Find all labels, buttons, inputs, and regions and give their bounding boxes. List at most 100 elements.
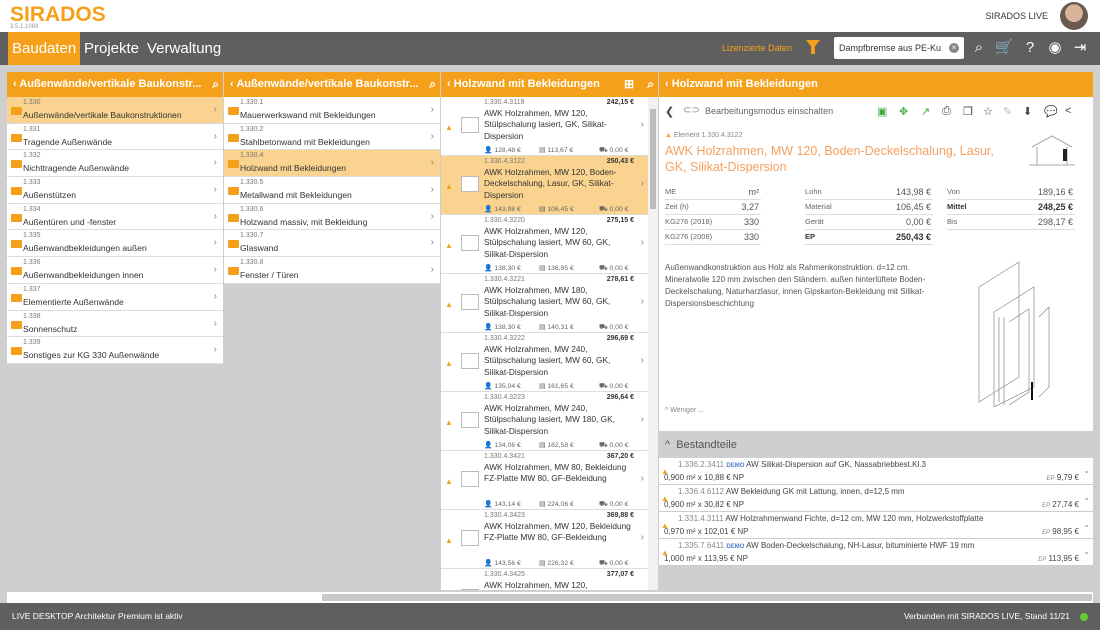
category-item[interactable]: 1.330.8 Fenster / Türen › bbox=[224, 257, 440, 284]
demo-badge: DEMO bbox=[726, 544, 745, 550]
star-icon[interactable]: ☆ bbox=[983, 106, 993, 118]
category-item[interactable]: 1.331 Tragende Außenwände › bbox=[7, 123, 223, 151]
category-item[interactable]: 1.330.7 Glaswand › bbox=[224, 230, 440, 258]
sirados-logo: SIRADOS bbox=[10, 3, 106, 26]
cart-icon[interactable]: 🛒 bbox=[994, 39, 1014, 56]
category-item[interactable]: 1.330.2 Stahlbetonwand mit Bekleidungen › bbox=[224, 123, 440, 151]
tab-baudaten[interactable]: Baudaten bbox=[8, 32, 81, 65]
show-less-link[interactable]: ^ Weniger ... bbox=[665, 407, 704, 414]
print-icon[interactable]: ⎙ bbox=[942, 105, 951, 117]
category-item[interactable]: 1.336 Außenwandbekleidungen innen › bbox=[7, 257, 223, 284]
scrollbar-thumb[interactable] bbox=[322, 594, 1092, 601]
category-item[interactable]: 1.330.4 Holzwand mit Bekleidungen › bbox=[224, 150, 440, 178]
component-row[interactable]: ▲ 1.335.7.6411 DEMO AW Boden-Deckelschalu… bbox=[659, 539, 1093, 566]
copy-icon[interactable]: ▣ bbox=[877, 106, 888, 118]
logout-icon[interactable]: ⇥ bbox=[1073, 39, 1087, 56]
edit-mode-toggle[interactable]: ⊂⊃ bbox=[683, 105, 700, 116]
category-item[interactable]: 1.330.1 Mauerwerkswand mit Bekleidungen › bbox=[224, 97, 440, 124]
category-item[interactable]: 1.335 Außenwandbekleidungen außen › bbox=[7, 230, 223, 258]
category-item[interactable]: 1.330.6 Holzwand massiv, mit Bekleidung › bbox=[224, 203, 440, 231]
tab-projekte[interactable]: Projekte bbox=[84, 40, 140, 57]
search-input[interactable]: Dampfbremse aus PE-Ku × bbox=[834, 37, 964, 59]
search-icon[interactable]: ⌕ bbox=[647, 77, 654, 91]
element-type-icon: ▲ bbox=[445, 536, 453, 545]
element-list-scrollbar[interactable] bbox=[648, 97, 658, 590]
component-quantity: 1,000 m² x 113,95 € NP bbox=[664, 554, 748, 563]
duplicate-icon[interactable]: ❐ bbox=[963, 106, 973, 118]
column-header[interactable]: ‹ Holzwand mit Bekleidungen ⊞ ⌕ bbox=[441, 72, 658, 97]
element-name: AWK Holzrahmen, MW 120, Stülpschalung la… bbox=[484, 226, 611, 259]
category-label: Außenstützen bbox=[23, 190, 77, 201]
filter-icon[interactable] bbox=[806, 40, 820, 54]
scrollbar-thumb[interactable] bbox=[650, 109, 656, 209]
component-icon: ▲ bbox=[661, 494, 669, 503]
back-icon[interactable]: ❮ bbox=[665, 106, 675, 118]
element-item[interactable]: ▲ 1.330.4.3220 275,15 € AWK Holzrahmen, MW … bbox=[441, 215, 648, 274]
category-code: 1.330 bbox=[23, 99, 41, 106]
column-header[interactable]: ‹ Holzwand mit Bekleidungen bbox=[659, 72, 1093, 97]
tab-verwaltung[interactable]: Verwaltung bbox=[147, 40, 222, 57]
licensed-data-link[interactable]: Lizenzierte Daten bbox=[722, 43, 793, 53]
category-code: 1.330.1 bbox=[240, 99, 264, 106]
components-title: Bestandteile bbox=[676, 439, 737, 451]
component-row[interactable]: ▲ 1.336.4.6112 AW Bekleidung GK mit Lattu… bbox=[659, 485, 1093, 512]
help-icon[interactable]: ? bbox=[1025, 39, 1035, 56]
chevron-down-icon[interactable]: ⌄ bbox=[1083, 520, 1090, 529]
column-header[interactable]: ‹ Außenwände/vertikale Baukonstr... ⌕ bbox=[224, 72, 440, 97]
folder-icon bbox=[11, 107, 22, 115]
element-item[interactable]: ▲ 1.330.4.3222 296,69 € AWK Holzrahmen, MW … bbox=[441, 333, 648, 392]
element-item[interactable]: ▲ 1.330.4.3223 296,64 € AWK Holzrahmen, MW … bbox=[441, 392, 648, 451]
search-icon[interactable]: ⌕ bbox=[212, 77, 219, 91]
component-row[interactable]: ▲ 1.331.4.3111 AW Holzrahmenwand Fichte, … bbox=[659, 512, 1093, 539]
pencil-icon[interactable]: ✎ bbox=[1003, 106, 1013, 118]
column-title: Außenwände/vertikale Baukonstr... bbox=[19, 78, 202, 90]
column-header[interactable]: ‹ Außenwände/vertikale Baukonstr... ⌕ bbox=[7, 72, 223, 97]
element-item[interactable]: ▲ 1.330.4.3221 278,61 € AWK Holzrahmen, MW … bbox=[441, 274, 648, 333]
detail-panel: ❮ ⊂⊃ Bearbeitungsmodus einschalten ▣ ✥ ↗… bbox=[659, 97, 1093, 431]
category-item[interactable]: 1.339 Sonstiges zur KG 330 Außenwände › bbox=[7, 337, 223, 364]
category-label: Sonnenschutz bbox=[23, 323, 78, 334]
element-price: 296,64 € bbox=[606, 394, 634, 401]
user-icon[interactable]: ◉ bbox=[1048, 39, 1062, 56]
equipment-cost: ⛟ 0,00 € bbox=[599, 501, 629, 508]
search-icon[interactable]: ⌕ bbox=[974, 39, 984, 56]
element-item[interactable]: ▲ 1.330.4.3421 367,20 € AWK Holzrahmen, MW … bbox=[441, 451, 648, 510]
category-item[interactable]: 1.338 Sonnenschutz › bbox=[7, 310, 223, 338]
clear-icon[interactable]: × bbox=[949, 43, 959, 53]
comment-icon[interactable]: 💬 bbox=[1044, 106, 1058, 118]
element-item[interactable]: ▲ 1.330.4.3119 242,15 € AWK Holzrahmen, MW … bbox=[441, 97, 648, 156]
category-item[interactable]: 1.332 Nichttragende Außenwände › bbox=[7, 150, 223, 178]
components-header[interactable]: ^ Bestandteile bbox=[665, 439, 737, 451]
category-code: 1.330.2 bbox=[240, 125, 264, 133]
category-item[interactable]: 1.330.5 Metallwand mit Bekleidungen › bbox=[224, 177, 440, 204]
category-label: Mauerwerkswand mit Bekleidungen bbox=[240, 110, 376, 120]
element-code: 1.330.4.3220 bbox=[484, 217, 525, 224]
property-label: Bis bbox=[947, 217, 958, 226]
chevron-down-icon[interactable]: ⌄ bbox=[1083, 466, 1090, 475]
move-icon[interactable]: ✥ bbox=[899, 106, 909, 118]
download-icon[interactable]: ⬇ bbox=[1023, 106, 1033, 118]
grid-icon[interactable]: ⊞ bbox=[623, 77, 634, 91]
chevron-right-icon: › bbox=[430, 264, 434, 276]
category-code: 1.331 bbox=[23, 125, 41, 133]
element-item[interactable]: ▲ 1.330.4.3423 369,88 € AWK Holzrahmen, MW … bbox=[441, 510, 648, 569]
category-label: Außentüren und -fenster bbox=[23, 216, 117, 227]
search-icon[interactable]: ⌕ bbox=[429, 77, 436, 91]
category-item[interactable]: 1.333 Außenstützen › bbox=[7, 177, 223, 204]
component-name: AW Bekleidung GK mit Lattung, innen, d=1… bbox=[725, 487, 905, 496]
chevron-down-icon[interactable]: ⌄ bbox=[1083, 547, 1090, 556]
horizontal-scrollbar[interactable] bbox=[7, 592, 1093, 603]
share-icon[interactable]: < bbox=[1065, 105, 1072, 117]
category-item[interactable]: 1.334 Außentüren und -fenster › bbox=[7, 203, 223, 231]
property-value: 189,16 € bbox=[1037, 187, 1073, 197]
category-item[interactable]: 1.337 Elementierte Außenwände › bbox=[7, 283, 223, 311]
property-label: Lohn bbox=[805, 187, 822, 196]
component-row[interactable]: ▲ 1.336.2.3411 DEMO AW Silikat-Dispersion… bbox=[659, 458, 1093, 485]
external-link-icon[interactable]: ↗ bbox=[921, 106, 931, 118]
element-item[interactable]: ▲ 1.330.4.3122 250,43 € AWK Holzrahmen, MW … bbox=[441, 156, 648, 215]
category-item[interactable]: 1.330 Außenwände/vertikale Baukonstruktio… bbox=[7, 97, 223, 124]
avatar[interactable] bbox=[1060, 2, 1088, 30]
chevron-down-icon[interactable]: ⌄ bbox=[1083, 493, 1090, 502]
component-name: AW Boden-Deckelschalung, NH-Lasur, bitum… bbox=[746, 541, 975, 550]
